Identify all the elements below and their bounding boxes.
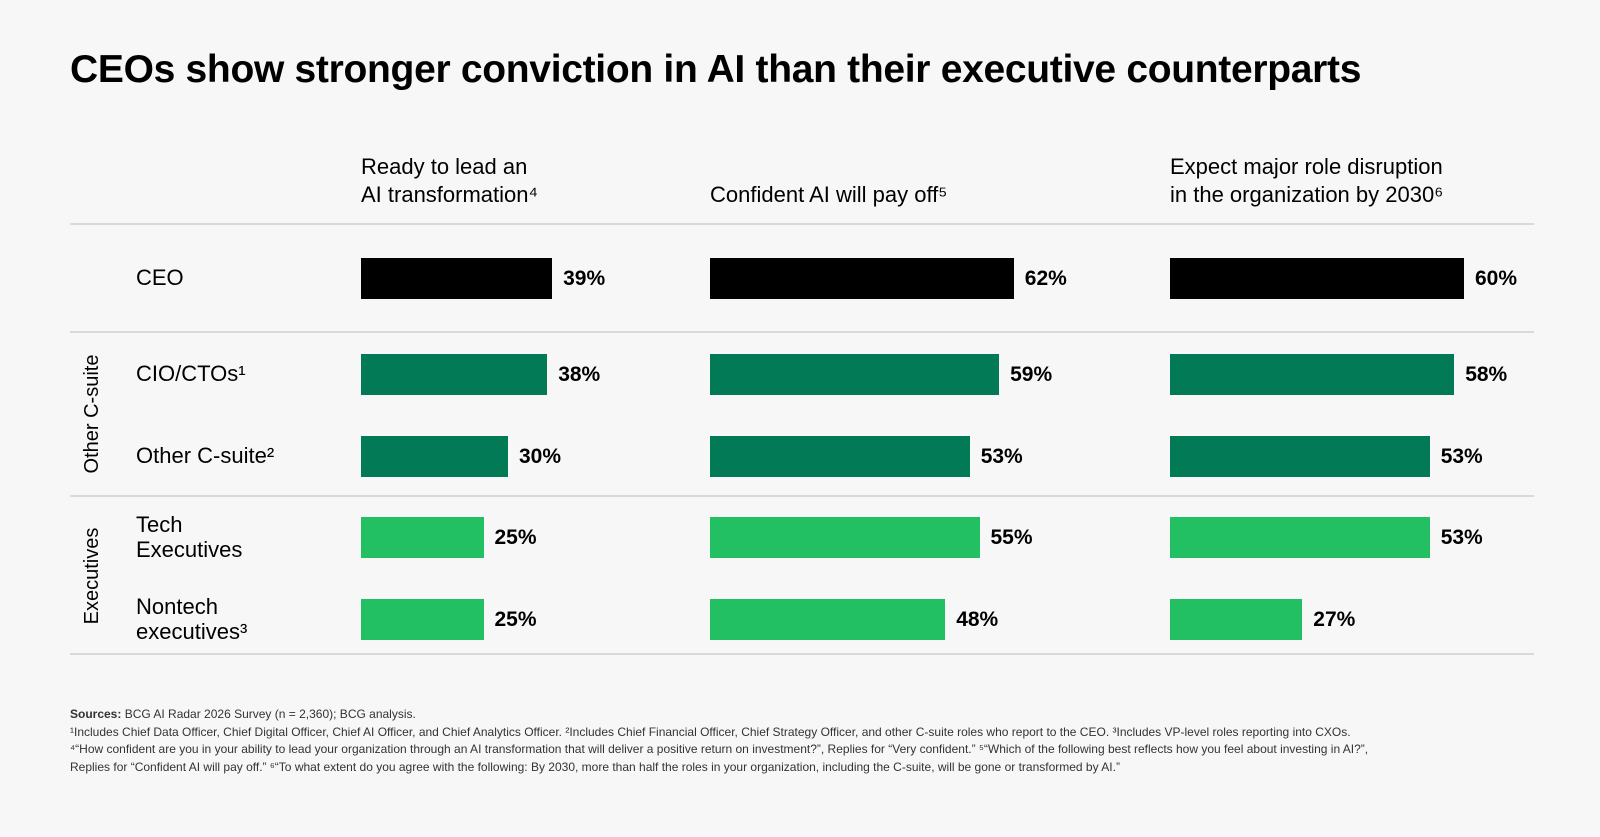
value-label-cio-ctos-panel-2: 59% [1010, 363, 1053, 386]
bar-nontech-executives-panel-1 [361, 599, 484, 640]
value-label-cio-ctos-panel-1: 38% [558, 363, 601, 386]
chart-title: CEOs show stronger conviction in AI than… [70, 48, 1362, 91]
panel-title-confident-payoff: Confident AI will pay off⁵ [710, 182, 948, 207]
value-label-other-c-suite-panel-1: 30% [519, 445, 562, 468]
value-label-other-c-suite-panel-3: 53% [1440, 445, 1483, 468]
value-label-tech-executives-panel-3: 53% [1440, 526, 1483, 549]
sources-text: BCG AI Radar 2026 Survey (n = 2,360); BC… [121, 707, 416, 721]
sources-label: Sources: [70, 707, 122, 721]
row-label-ceo: CEO [136, 265, 184, 290]
value-label-tech-executives-panel-2: 55% [990, 526, 1033, 549]
value-label-nontech-executives-panel-3: 27% [1313, 608, 1356, 631]
csuite-group-divider [70, 495, 1534, 497]
bar-nontech-executives-panel-3 [1170, 599, 1303, 640]
value-label-ceo-panel-1: 39% [563, 267, 606, 290]
panel-title-role-disruption: Expect major role disruption in the orga… [1170, 154, 1444, 207]
sources-line: Sources: BCG AI Radar 2026 Survey (n = 2… [70, 706, 1550, 724]
bar-cio-ctos-panel-3 [1170, 354, 1455, 395]
panel-title-ready-to-lead: Ready to lead an AI transformation⁴ [361, 154, 538, 207]
bar-tech-executives-panel-3 [1170, 517, 1430, 558]
row-label-nontech-executives: Nontech executives³ [136, 594, 248, 644]
value-label-other-c-suite-panel-2: 53% [980, 445, 1023, 468]
bar-nontech-executives-panel-2 [710, 599, 946, 640]
footnote-line-2: ¹Includes Chief Data Officer, Chief Digi… [70, 724, 1351, 739]
bar-other-c-suite-panel-2 [710, 436, 970, 477]
footnotes: Sources: BCG AI Radar 2026 Survey (n = 2… [70, 706, 1550, 776]
bar-cio-ctos-panel-2 [710, 354, 1000, 395]
value-label-cio-ctos-panel-3: 58% [1465, 363, 1508, 386]
value-label-ceo-panel-3: 60% [1475, 267, 1518, 290]
bottom-divider [70, 653, 1534, 655]
row-label-tech-executives: Tech Executives [136, 512, 243, 562]
header-divider [70, 223, 1534, 225]
group-label-other-csuite: Other C-suite [81, 354, 103, 474]
bar-cio-ctos-panel-1 [361, 354, 548, 395]
ceo-group-divider [70, 331, 1534, 333]
row-label-other-csuite: Other C-suite² [136, 443, 275, 468]
bar-other-c-suite-panel-3 [1170, 436, 1430, 477]
value-label-tech-executives-panel-1: 25% [494, 526, 537, 549]
value-label-ceo-panel-2: 62% [1024, 267, 1067, 290]
bar-ceo-panel-2 [710, 258, 1014, 299]
footnote-line-3: ⁴“How confident are you in your ability … [70, 742, 1369, 756]
group-label-executives: Executives [81, 527, 103, 625]
row-label-cio-ctos: CIO/CTOs¹ [136, 361, 246, 386]
bar-other-c-suite-panel-1 [361, 436, 508, 477]
value-label-nontech-executives-panel-1: 25% [494, 608, 537, 631]
bar-tech-executives-panel-2 [710, 517, 980, 558]
value-label-nontech-executives-panel-2: 48% [956, 608, 999, 631]
bar-tech-executives-panel-1 [361, 517, 484, 558]
bar-ceo-panel-1 [361, 258, 553, 299]
bar-ceo-panel-3 [1170, 258, 1464, 299]
footnote-line-4: Replies for “Confident AI will pay off.”… [70, 759, 1120, 774]
